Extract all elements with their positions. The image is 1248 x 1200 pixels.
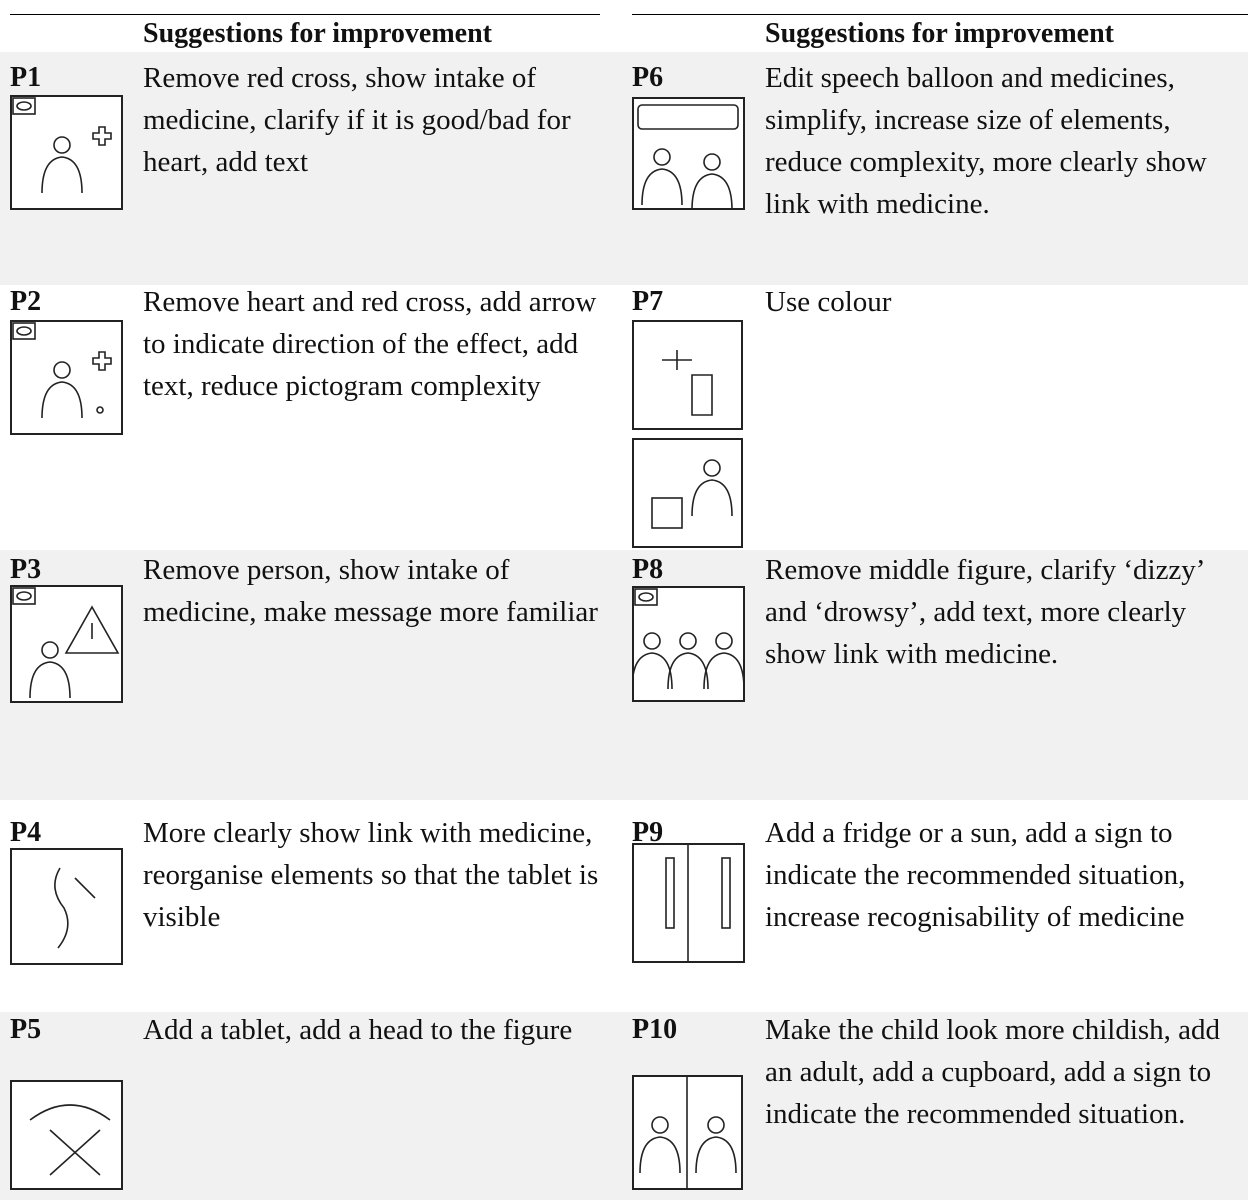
column-header: Suggestions for improvement: [765, 18, 1114, 49]
row-label: P8: [632, 554, 664, 585]
row-band: [0, 550, 1248, 800]
top-rule: [10, 14, 600, 15]
row-label: P1: [10, 62, 42, 93]
suggestion-text: Edit speech balloon and medicines, simpl…: [765, 62, 1207, 220]
suggestion-text: Add a tablet, add a head to the figure: [143, 1014, 573, 1046]
row-label: P10: [632, 1014, 678, 1045]
suggestion-text: Use colour: [765, 286, 892, 318]
pictogram: [632, 438, 743, 548]
pictogram: [632, 586, 745, 702]
row-label: P6: [632, 62, 664, 93]
pictogram: [632, 97, 745, 210]
suggestion-text: Add a fridge or a sun, add a sign to ind…: [765, 817, 1186, 933]
suggestion-text: Remove red cross, show intake of medicin…: [143, 62, 571, 178]
row-label: P9: [632, 817, 664, 848]
suggestion-text: More clearly show link with medicine, re…: [143, 817, 599, 933]
pictogram: [10, 585, 123, 703]
row-label: P4: [10, 817, 42, 848]
suggestion-text: Remove heart and red cross, add arrow to…: [143, 286, 597, 402]
column-header: Suggestions for improvement: [143, 18, 492, 49]
suggestion-text: Make the child look more childish, add a…: [765, 1014, 1221, 1130]
row-label: P7: [632, 286, 664, 317]
top-rule: [632, 14, 1248, 15]
pictogram: [10, 1080, 123, 1190]
pictogram: [632, 843, 745, 963]
pictogram: [10, 848, 123, 965]
row-label: P3: [10, 554, 42, 585]
row-label: P2: [10, 286, 42, 317]
pictogram: [632, 1075, 743, 1190]
row-band: [0, 1012, 1248, 1200]
pictogram: [632, 320, 743, 430]
row-band: [0, 52, 1248, 285]
suggestion-text: Remove middle figure, clarify ‘dizzy’ an…: [765, 554, 1204, 670]
row-label: P5: [10, 1014, 42, 1045]
suggestion-text: Remove person, show intake of medicine, …: [143, 554, 598, 628]
pictogram: [10, 320, 123, 435]
pictogram: [10, 95, 123, 210]
